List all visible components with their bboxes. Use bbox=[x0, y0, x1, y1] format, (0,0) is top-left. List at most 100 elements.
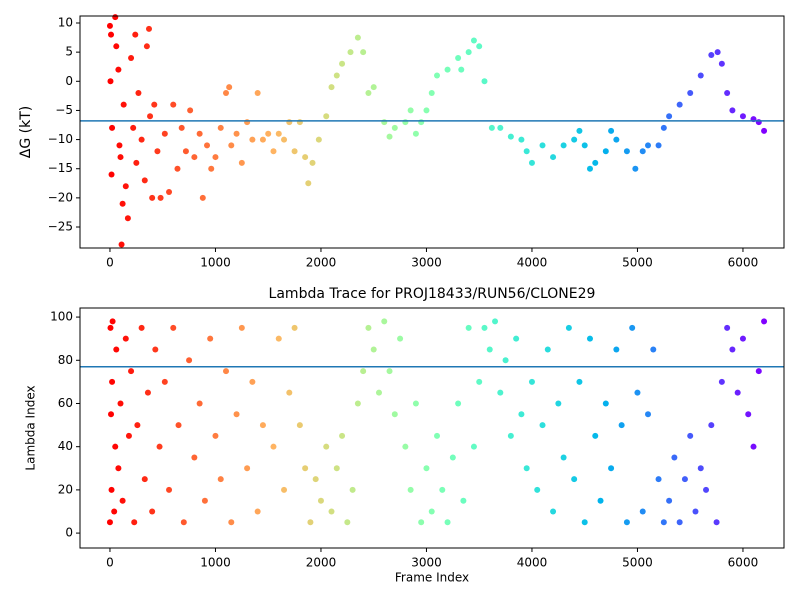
data-point bbox=[124, 215, 131, 222]
data-point bbox=[381, 119, 388, 126]
data-point bbox=[645, 142, 652, 149]
data-point bbox=[586, 165, 593, 172]
data-point bbox=[119, 497, 126, 504]
data-point bbox=[228, 519, 235, 526]
data-point bbox=[539, 142, 546, 149]
data-point bbox=[354, 34, 361, 41]
data-point bbox=[418, 119, 425, 126]
data-point bbox=[166, 486, 173, 493]
y-tick-label: 80 bbox=[58, 353, 73, 367]
data-point bbox=[347, 49, 354, 56]
data-point bbox=[365, 324, 372, 331]
data-point bbox=[666, 113, 673, 120]
data-point bbox=[502, 357, 509, 364]
x-tick-label: 4000 bbox=[517, 256, 548, 270]
data-point bbox=[131, 519, 138, 526]
data-point bbox=[112, 14, 119, 21]
data-point bbox=[407, 107, 414, 114]
data-point bbox=[434, 432, 441, 439]
data-point bbox=[634, 389, 641, 396]
data-point bbox=[161, 130, 168, 137]
data-point bbox=[152, 346, 159, 353]
data-point bbox=[117, 400, 124, 407]
data-point bbox=[645, 411, 652, 418]
data-point bbox=[115, 465, 122, 472]
data-point bbox=[333, 465, 340, 472]
data-point bbox=[217, 124, 224, 131]
data-point bbox=[602, 400, 609, 407]
x-tick-label: 5000 bbox=[622, 256, 653, 270]
x-tick-label: 5000 bbox=[622, 556, 653, 570]
y-tick-label: 10 bbox=[58, 15, 73, 29]
y-tick-label: 20 bbox=[58, 482, 73, 496]
data-point bbox=[317, 497, 324, 504]
data-point bbox=[518, 411, 525, 418]
data-point bbox=[539, 422, 546, 429]
data-point bbox=[109, 318, 116, 325]
data-point bbox=[217, 476, 224, 483]
data-point bbox=[107, 78, 114, 85]
chart-title: Lambda Trace for PROJ18433/RUN56/CLONE29 bbox=[269, 286, 596, 302]
y-tick-label: −20 bbox=[48, 190, 73, 204]
data-point bbox=[201, 497, 208, 504]
data-point bbox=[116, 142, 123, 149]
y-tick-label: −10 bbox=[48, 132, 73, 146]
data-point bbox=[196, 400, 203, 407]
data-point bbox=[602, 148, 609, 155]
data-point bbox=[761, 318, 768, 325]
data-point bbox=[223, 368, 230, 375]
data-point bbox=[128, 368, 135, 375]
data-point bbox=[507, 432, 514, 439]
data-point bbox=[412, 130, 419, 137]
data-point bbox=[639, 508, 646, 515]
data-point bbox=[613, 136, 620, 143]
data-point bbox=[108, 411, 115, 418]
data-point bbox=[724, 324, 731, 331]
data-point bbox=[739, 113, 746, 120]
data-point bbox=[281, 136, 288, 143]
data-point bbox=[275, 335, 282, 342]
data-point bbox=[697, 72, 704, 79]
x-tick-label: 1000 bbox=[200, 556, 231, 570]
data-point bbox=[228, 142, 235, 149]
data-point bbox=[397, 335, 404, 342]
data-point bbox=[107, 324, 114, 331]
x-tick-label: 6000 bbox=[728, 556, 759, 570]
data-point bbox=[444, 519, 451, 526]
data-point bbox=[724, 89, 731, 96]
data-point bbox=[458, 66, 465, 73]
data-point bbox=[120, 101, 127, 108]
data-point bbox=[571, 476, 578, 483]
data-point bbox=[581, 142, 588, 149]
data-point bbox=[375, 389, 382, 396]
data-point bbox=[109, 378, 116, 385]
data-point bbox=[212, 432, 219, 439]
data-point bbox=[439, 486, 446, 493]
data-point bbox=[560, 454, 567, 461]
data-point bbox=[134, 422, 141, 429]
data-point bbox=[497, 389, 504, 396]
data-point bbox=[650, 346, 657, 353]
data-point bbox=[130, 124, 137, 131]
data-point bbox=[360, 49, 367, 56]
data-point bbox=[761, 127, 768, 134]
data-point bbox=[182, 148, 189, 155]
data-point bbox=[212, 154, 219, 161]
data-point bbox=[307, 519, 314, 526]
data-point bbox=[708, 422, 715, 429]
data-point bbox=[254, 508, 261, 515]
data-point bbox=[676, 519, 683, 526]
data-point bbox=[544, 346, 551, 353]
x-tick-label: 0 bbox=[106, 556, 114, 570]
data-point bbox=[233, 411, 240, 418]
data-point bbox=[170, 101, 177, 108]
data-point bbox=[412, 400, 419, 407]
data-point bbox=[244, 119, 251, 126]
data-point bbox=[486, 346, 493, 353]
data-point bbox=[671, 454, 678, 461]
data-point bbox=[132, 31, 139, 38]
y-tick-label: −5 bbox=[55, 103, 73, 117]
data-point bbox=[655, 142, 662, 149]
data-point bbox=[151, 101, 158, 108]
x-tick-label: 1000 bbox=[200, 256, 231, 270]
